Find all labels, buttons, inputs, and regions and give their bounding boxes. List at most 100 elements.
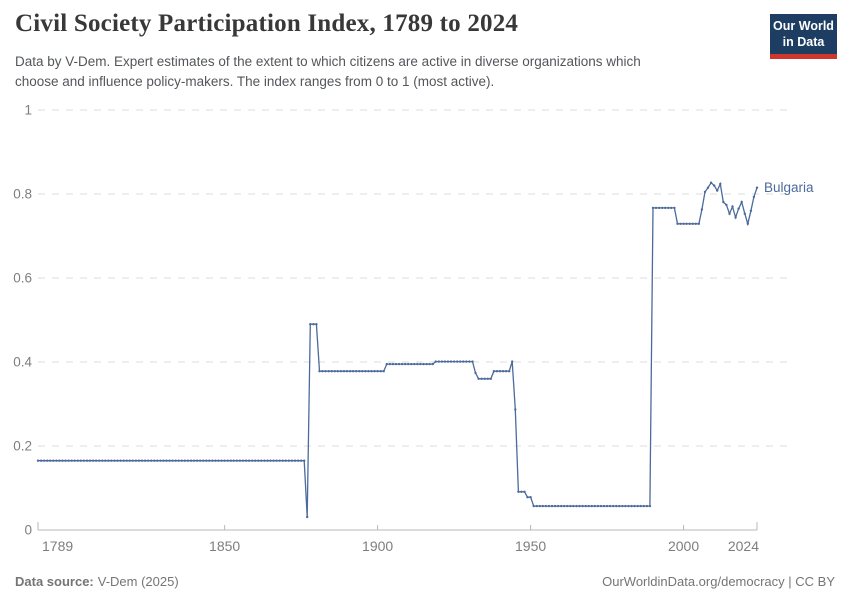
data-point [716, 189, 719, 192]
data-point [523, 490, 526, 493]
data-point [645, 504, 649, 508]
data-point [367, 370, 370, 373]
data-point [88, 459, 92, 462]
data-point [719, 182, 722, 186]
data-point [740, 200, 743, 204]
data-point [679, 222, 682, 225]
data-point [514, 408, 517, 411]
x-tick-label: 1900 [362, 538, 393, 554]
data-point [361, 370, 364, 373]
data-point [621, 504, 624, 508]
data-point [128, 459, 131, 462]
data-point [416, 362, 419, 366]
data-point [752, 195, 756, 199]
data-point [370, 370, 373, 373]
data-point [566, 504, 569, 508]
data-point [636, 504, 639, 508]
data-source-label: Data source: [15, 574, 94, 589]
data-point [465, 360, 468, 363]
data-point [688, 222, 691, 225]
data-point [538, 504, 541, 508]
data-point [492, 370, 496, 373]
data-point [599, 504, 603, 508]
data-point [205, 459, 208, 462]
data-point [339, 370, 343, 373]
data-point [664, 206, 667, 210]
data-point [287, 459, 291, 462]
data-point [330, 370, 333, 373]
data-point [254, 459, 257, 462]
data-point [131, 459, 134, 462]
data-point [572, 504, 575, 508]
data-point [257, 459, 260, 462]
data-point [456, 360, 459, 363]
data-point [36, 459, 40, 462]
data-point [299, 459, 303, 462]
data-point [608, 504, 612, 508]
chart-subtitle: Data by V-Dem. Expert estimates of the e… [15, 52, 641, 91]
data-point [615, 504, 618, 508]
data-point [220, 459, 223, 462]
data-point [517, 490, 520, 493]
data-point [449, 360, 453, 363]
data-point [91, 459, 95, 462]
data-point [211, 459, 214, 462]
y-tick-label: 1 [24, 103, 32, 118]
data-point [293, 459, 297, 462]
data-point [529, 496, 532, 499]
data-point [226, 459, 229, 462]
data-point [150, 459, 153, 462]
data-point [168, 459, 171, 462]
data-point [134, 459, 138, 462]
data-point [703, 190, 707, 194]
data-point [483, 377, 486, 380]
data-point [667, 206, 670, 210]
data-point [104, 459, 107, 462]
data-point [474, 371, 477, 375]
data-point [269, 459, 272, 462]
data-point [315, 323, 318, 326]
data-point [82, 459, 86, 462]
data-point [605, 504, 609, 508]
y-tick-label: 0.8 [13, 187, 32, 202]
data-point [165, 459, 168, 462]
data-point [431, 362, 434, 366]
data-point [49, 459, 52, 462]
data-point [413, 362, 416, 366]
data-point [202, 459, 205, 462]
data-point [183, 459, 187, 462]
data-point [324, 370, 327, 373]
data-point [670, 206, 673, 210]
data-point [272, 459, 275, 462]
data-point [42, 459, 46, 462]
data-point [333, 370, 336, 373]
data-point [468, 360, 471, 363]
data-point [532, 504, 535, 508]
data-point [584, 504, 587, 508]
data-point [556, 504, 560, 508]
data-point [174, 459, 177, 462]
data-point [345, 370, 349, 373]
data-point [590, 504, 593, 508]
data-point [755, 186, 759, 189]
data-point [397, 362, 401, 366]
data-point [731, 205, 734, 208]
data-point [146, 459, 150, 462]
data-point [535, 504, 538, 508]
data-point [654, 206, 658, 210]
data-point [64, 459, 67, 462]
data-point [553, 504, 557, 508]
data-point [743, 212, 746, 215]
entity-label: Bulgaria [764, 180, 814, 195]
data-point [321, 370, 324, 373]
x-tick-label: 1789 [42, 538, 73, 554]
data-point [67, 459, 70, 462]
data-point [385, 362, 388, 366]
data-point [504, 370, 508, 373]
data-point [403, 362, 407, 366]
chart-subtitle-line2: choose and influence policy-makers. The … [15, 73, 495, 89]
data-point [241, 459, 245, 462]
data-point [560, 504, 563, 508]
y-tick-label: 0 [24, 523, 32, 538]
data-point [376, 370, 379, 373]
